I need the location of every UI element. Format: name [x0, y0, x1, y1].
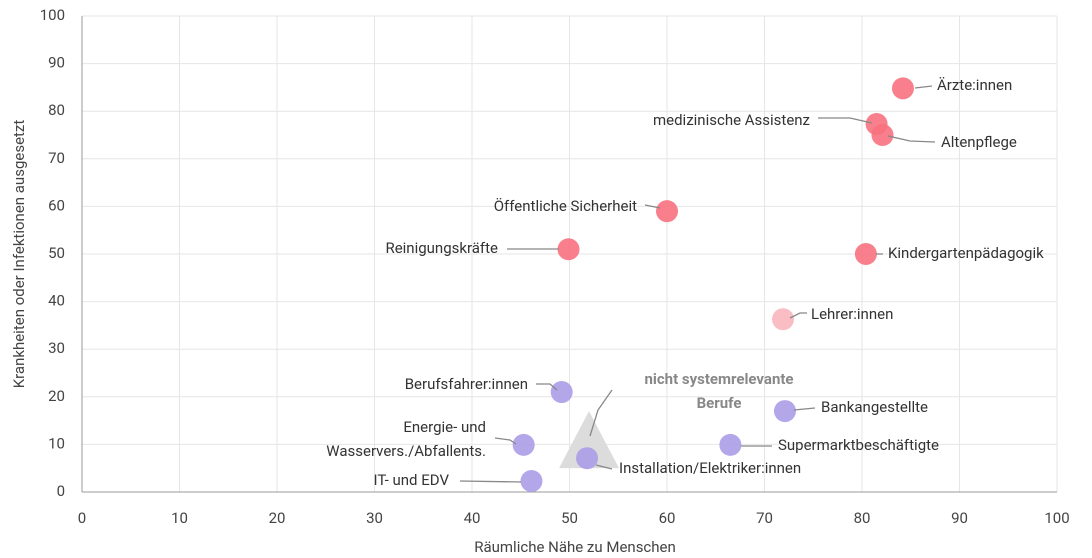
x-tick-label: 30: [366, 509, 383, 527]
point: [891, 77, 914, 100]
point-label: Ärzte:innen: [937, 76, 1012, 94]
point: [557, 238, 580, 261]
x-tick-label: 70: [756, 509, 773, 527]
y-tick-label: 70: [48, 149, 65, 167]
point: [871, 124, 894, 146]
leader-line: [494, 437, 517, 445]
x-tick-label: 10: [171, 509, 188, 527]
y-tick-label: 0: [57, 482, 65, 500]
point: [772, 308, 795, 331]
y-tick-label: 100: [40, 6, 65, 24]
x-tick-label: 20: [269, 509, 286, 527]
x-axis-label: Räumliche Nähe zu Menschen: [474, 538, 676, 556]
x-tick-label: 100: [1044, 509, 1069, 527]
y-axis-label: Krankheiten oder Infektionen ausgesetzt: [10, 120, 28, 389]
y-tick-label: 80: [48, 101, 65, 119]
leader-line: [595, 464, 613, 470]
reference-label: nicht systemrelevante Berufe: [644, 370, 793, 412]
y-tick-label: 20: [48, 387, 65, 405]
leader-line: [887, 135, 936, 143]
leader-line: [789, 312, 807, 319]
y-tick-label: 50: [48, 244, 65, 262]
x-tick-label: 50: [561, 509, 578, 527]
point: [656, 200, 678, 223]
point-label: Reinigungskräfte: [385, 239, 498, 257]
point: [773, 400, 796, 423]
point: [576, 447, 599, 470]
point: [512, 433, 535, 456]
point-label: Installation/Elektriker:innen: [619, 459, 801, 477]
x-tick-label: 90: [951, 509, 968, 527]
point-label: Berufsfahrer:innen: [405, 375, 528, 393]
leader-line: [818, 117, 873, 124]
point: [550, 381, 573, 404]
x-tick-label: 60: [659, 509, 676, 527]
y-tick-label: 30: [48, 339, 65, 357]
point-label: Altenpflege: [941, 133, 1017, 151]
x-tick-label: 80: [854, 509, 871, 527]
reference-marker: [559, 411, 619, 469]
y-tick-label: 40: [48, 292, 65, 310]
point-label: Öffentliche Sicherheit: [494, 197, 637, 215]
point-label: Supermarktbeschäftigte: [778, 436, 939, 454]
leader-line: [914, 85, 933, 89]
point: [854, 243, 877, 265]
point-label: Kindergartenpädagogik: [888, 244, 1044, 262]
point: [520, 470, 543, 493]
leader-line: [644, 204, 661, 209]
leader-line: [793, 407, 816, 411]
y-tick-label: 60: [48, 196, 65, 214]
y-tick-label: 10: [48, 434, 65, 452]
point-label: Energie- und Wasservers./Abfallents.: [326, 418, 486, 460]
point-label: Lehrer:innen: [811, 305, 893, 323]
x-tick-label: 0: [78, 509, 86, 527]
point-label: IT- und EDV: [374, 471, 450, 489]
point-label: Bankangestellte: [821, 398, 928, 416]
point-label: medizinische Assistenz: [653, 111, 810, 129]
point: [719, 433, 742, 456]
y-tick-label: 90: [48, 54, 65, 72]
leader-line: [589, 389, 613, 437]
x-tick-label: 40: [464, 509, 481, 527]
leader-line: [459, 480, 522, 483]
leader-line: [536, 383, 558, 391]
